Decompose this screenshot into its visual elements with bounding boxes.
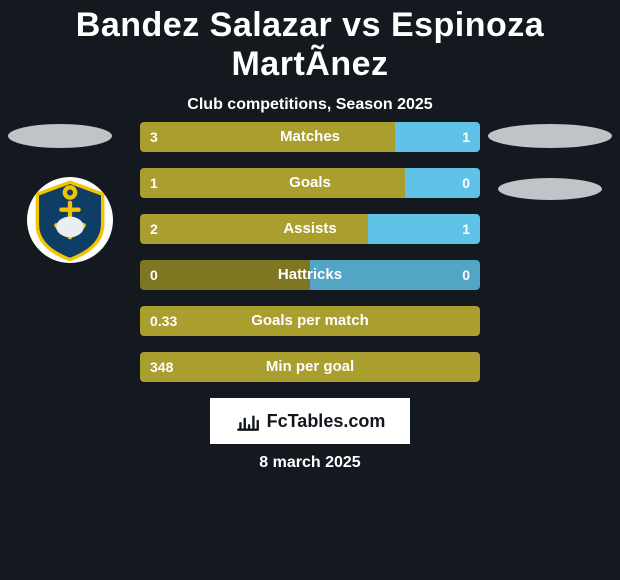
player-right-placeholder-ellipse-2	[498, 178, 602, 200]
comparison-bars: 31Matches 10Goals 21Assists 00Hattricks 0.33…	[140, 122, 480, 398]
stat-label: Goals	[140, 168, 480, 198]
date-text: 8 march 2025	[0, 454, 620, 472]
stat-label: Assists	[140, 214, 480, 244]
player-left-placeholder-ellipse	[8, 124, 112, 148]
stat-label: Min per goal	[140, 352, 480, 382]
page-title: Bandez Salazar vs Espinoza MartÃnez	[0, 0, 620, 84]
stat-row: 31Matches	[140, 122, 480, 152]
stat-row: 348Min per goal	[140, 352, 480, 382]
subtitle: Club competitions, Season 2025	[0, 96, 620, 114]
chart-icon	[235, 408, 261, 434]
stat-row: 0.33Goals per match	[140, 306, 480, 336]
branding-strip: FcTables.com	[210, 398, 410, 444]
club-crest	[27, 177, 113, 263]
stat-label: Hattricks	[140, 260, 480, 290]
player-right-placeholder-ellipse-1	[488, 124, 612, 148]
stat-row: 21Assists	[140, 214, 480, 244]
branding-text: FcTables.com	[267, 411, 386, 432]
stat-row: 00Hattricks	[140, 260, 480, 290]
stat-label: Goals per match	[140, 306, 480, 336]
club-crest-svg	[27, 177, 113, 263]
stat-row: 10Goals	[140, 168, 480, 198]
stat-label: Matches	[140, 122, 480, 152]
